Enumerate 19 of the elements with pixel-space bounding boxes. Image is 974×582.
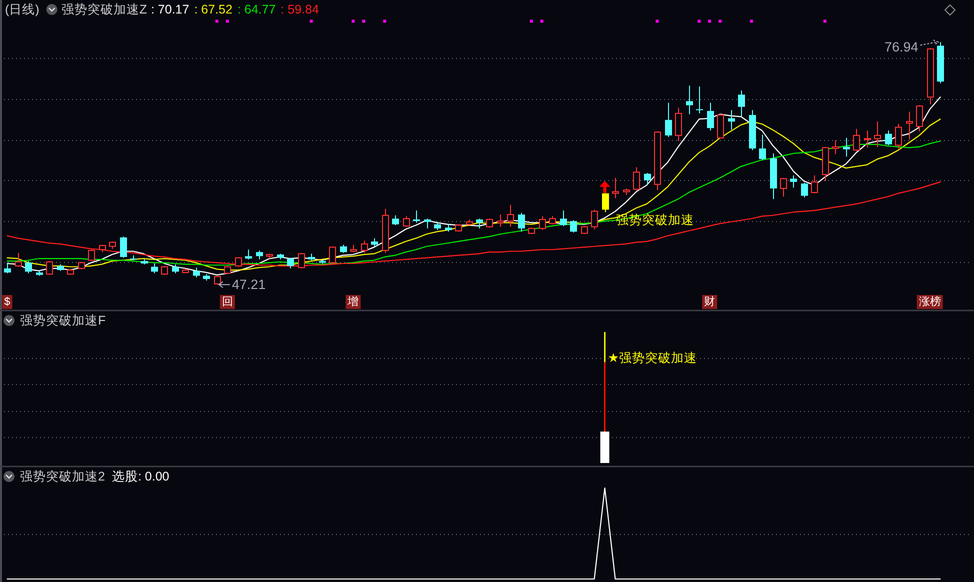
text: 选股: 0.00: [112, 470, 170, 484]
chart-subtitle: 强势突破加速Z: [61, 2, 148, 16]
annotation: 76.94: [884, 40, 919, 55]
x-label: 涨榜: [916, 295, 943, 309]
series-label: ★强势突破加速: [608, 351, 698, 365]
x-label: 增: [346, 295, 361, 309]
x-label: 回: [220, 295, 235, 309]
x-label: 财: [702, 295, 718, 309]
chart-title: (日线): [5, 2, 40, 16]
chart-title: 强势突破加速F: [20, 314, 106, 328]
annotation: : 64.77: [237, 2, 276, 16]
annotation: : 70.17: [150, 2, 190, 16]
chart-title: 强势突破加速2: [20, 470, 105, 484]
annotation: 47.21: [218, 277, 266, 292]
annotation: : 67.52: [194, 2, 232, 16]
annotation: : 59.84: [280, 2, 319, 16]
x-label: $: [2, 295, 12, 309]
annotation: 76.94: [884, 40, 940, 55]
annotation: 47.21: [232, 277, 266, 292]
